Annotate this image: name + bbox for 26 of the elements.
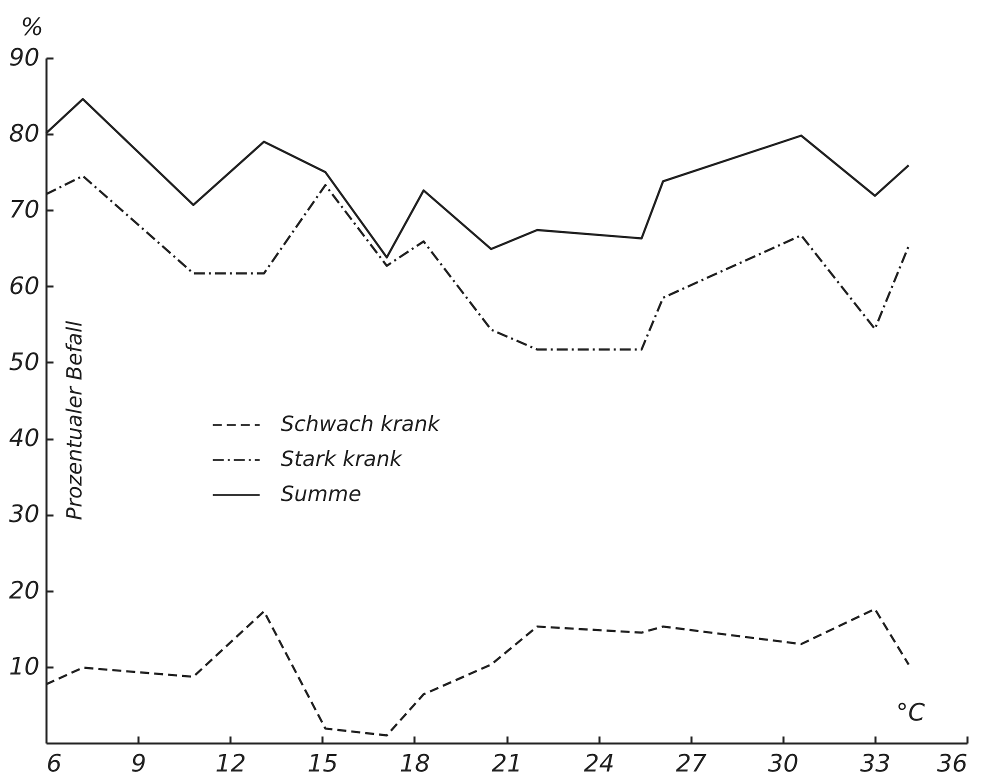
y-tick-label: 30 — [8, 500, 40, 528]
x-axis-title: °C — [896, 698, 926, 726]
y-tick-label: 60 — [8, 272, 40, 300]
y-tick-label: 90 — [8, 44, 40, 72]
x-tick-label: 18 — [400, 750, 430, 776]
legend-label: Stark krank — [280, 447, 403, 471]
x-tick-label: 21 — [492, 750, 522, 776]
x-tick-label: 27 — [676, 750, 708, 776]
y-tick-label: 40 — [8, 424, 40, 452]
x-tick-label: 24 — [584, 750, 614, 776]
x-tick-label: 12 — [215, 750, 246, 776]
y-axis-title: Prozentualer Befall — [62, 320, 86, 520]
x-tick-label: 33 — [860, 750, 891, 776]
x-tick-label: 36 — [936, 750, 968, 776]
y-tick-label: 80 — [8, 120, 40, 148]
y-tick-label: 10 — [8, 652, 40, 680]
y-tick-label: 70 — [8, 196, 40, 224]
y-tick-label: 50 — [8, 348, 40, 376]
y-tick-label: 20 — [8, 576, 40, 604]
x-tick-label: 9 — [130, 750, 146, 776]
legend-label: Summe — [280, 482, 362, 506]
x-tick-label: 15 — [308, 750, 338, 776]
x-tick-label: 6 — [46, 750, 62, 776]
text: % — [20, 13, 44, 41]
x-tick-label: 30 — [768, 750, 799, 776]
legend-label: Schwach krank — [280, 412, 441, 436]
